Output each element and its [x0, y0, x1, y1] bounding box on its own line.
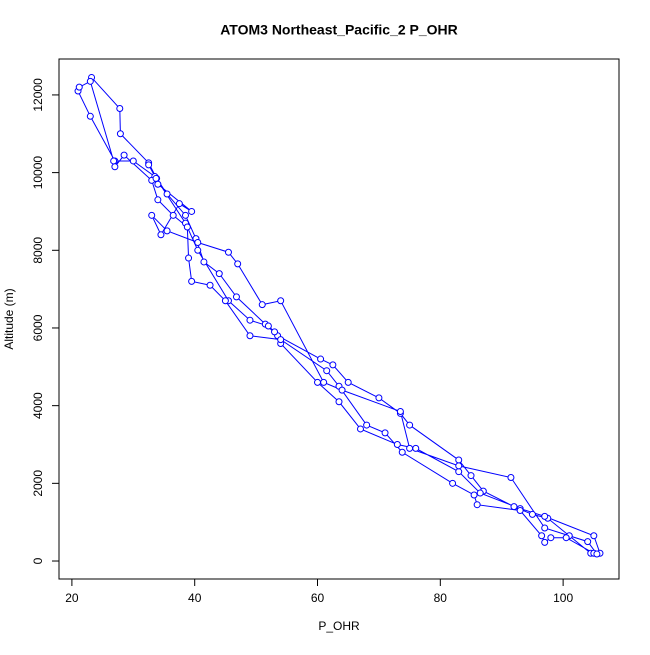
x-tick-label: 80 [434, 591, 448, 605]
data-point [455, 468, 463, 476]
data-point [120, 151, 128, 159]
data-point [163, 227, 171, 235]
data-point [375, 394, 383, 402]
data-point [183, 223, 191, 231]
y-tick-label: 12000 [31, 78, 45, 112]
data-point [320, 378, 328, 386]
data-point [224, 248, 232, 256]
data-point [538, 532, 546, 540]
data-point [323, 367, 331, 375]
data-point [111, 163, 119, 171]
data-point [449, 479, 457, 487]
data-point [157, 231, 165, 239]
data-point [200, 258, 208, 266]
data-point [396, 407, 404, 415]
data-point [148, 211, 156, 219]
data-point [541, 538, 549, 546]
data-point [116, 105, 124, 113]
data-point [75, 83, 83, 91]
chart-title: ATOM3 Northeast_Pacific_2 P_OHR [220, 22, 458, 38]
data-point [206, 281, 214, 289]
data-point [381, 429, 389, 437]
data-point [584, 538, 592, 546]
y-tick-label: 4000 [31, 392, 45, 419]
data-point [154, 196, 162, 204]
data-point [528, 510, 536, 518]
data-point [590, 532, 598, 540]
data-point [473, 501, 481, 509]
data-point [467, 472, 475, 480]
data-point [593, 550, 601, 558]
data-point [470, 491, 478, 499]
data-point [246, 332, 254, 340]
x-tick-label: 40 [188, 591, 202, 605]
data-point [393, 440, 401, 448]
data-point [145, 161, 153, 169]
data-point [562, 534, 570, 542]
x-tick-label: 20 [65, 591, 79, 605]
data-point [541, 524, 549, 532]
data-point [232, 293, 240, 301]
x-tick-label: 60 [311, 591, 325, 605]
y-tick-label: 0 [31, 557, 45, 564]
data-point [406, 421, 414, 429]
data-point [221, 297, 229, 305]
data-point [547, 534, 555, 542]
data-point [338, 386, 346, 394]
data-point [152, 174, 160, 182]
data-point [363, 421, 371, 429]
data-point [329, 361, 337, 369]
data-point [510, 503, 518, 511]
data-point [476, 489, 484, 497]
data-point [194, 246, 202, 254]
data-point [154, 180, 162, 188]
data-point [129, 157, 137, 165]
data-point [188, 207, 196, 215]
y-axis-label: Altitude (m) [2, 288, 16, 349]
data-point [185, 254, 193, 262]
y-tick-label: 2000 [31, 470, 45, 497]
data-point [264, 322, 272, 330]
data-point [175, 200, 183, 208]
x-axis-label: P_OHR [318, 619, 360, 633]
y-tick-label: 10000 [31, 156, 45, 190]
data-point [188, 277, 196, 285]
data-point [169, 211, 177, 219]
data-point [116, 130, 124, 138]
y-tick-label: 8000 [31, 237, 45, 264]
data-point [86, 77, 94, 85]
data-point [516, 507, 524, 515]
y-tick-label: 6000 [31, 314, 45, 341]
data-point [110, 157, 118, 165]
data-point [398, 448, 406, 456]
data-point [86, 112, 94, 120]
data-point [356, 425, 364, 433]
data-point [412, 444, 420, 452]
data-point [215, 270, 223, 278]
plot-frame [58, 58, 620, 580]
x-tick-label: 100 [553, 591, 573, 605]
data-point [344, 378, 352, 386]
data-point [317, 355, 325, 363]
data-point [507, 474, 515, 482]
data-point [277, 297, 285, 305]
data-point [455, 456, 463, 464]
data-point [455, 462, 463, 470]
data-point [277, 336, 285, 344]
data-point [258, 301, 266, 309]
data-point [181, 211, 189, 219]
data-point [163, 190, 171, 198]
data-point [194, 239, 202, 247]
data-point [335, 398, 343, 406]
data-point [246, 316, 254, 324]
data-point [271, 328, 279, 336]
data-point [234, 260, 242, 268]
data-point [314, 378, 322, 386]
data-point [541, 512, 549, 520]
data-point [406, 444, 414, 452]
